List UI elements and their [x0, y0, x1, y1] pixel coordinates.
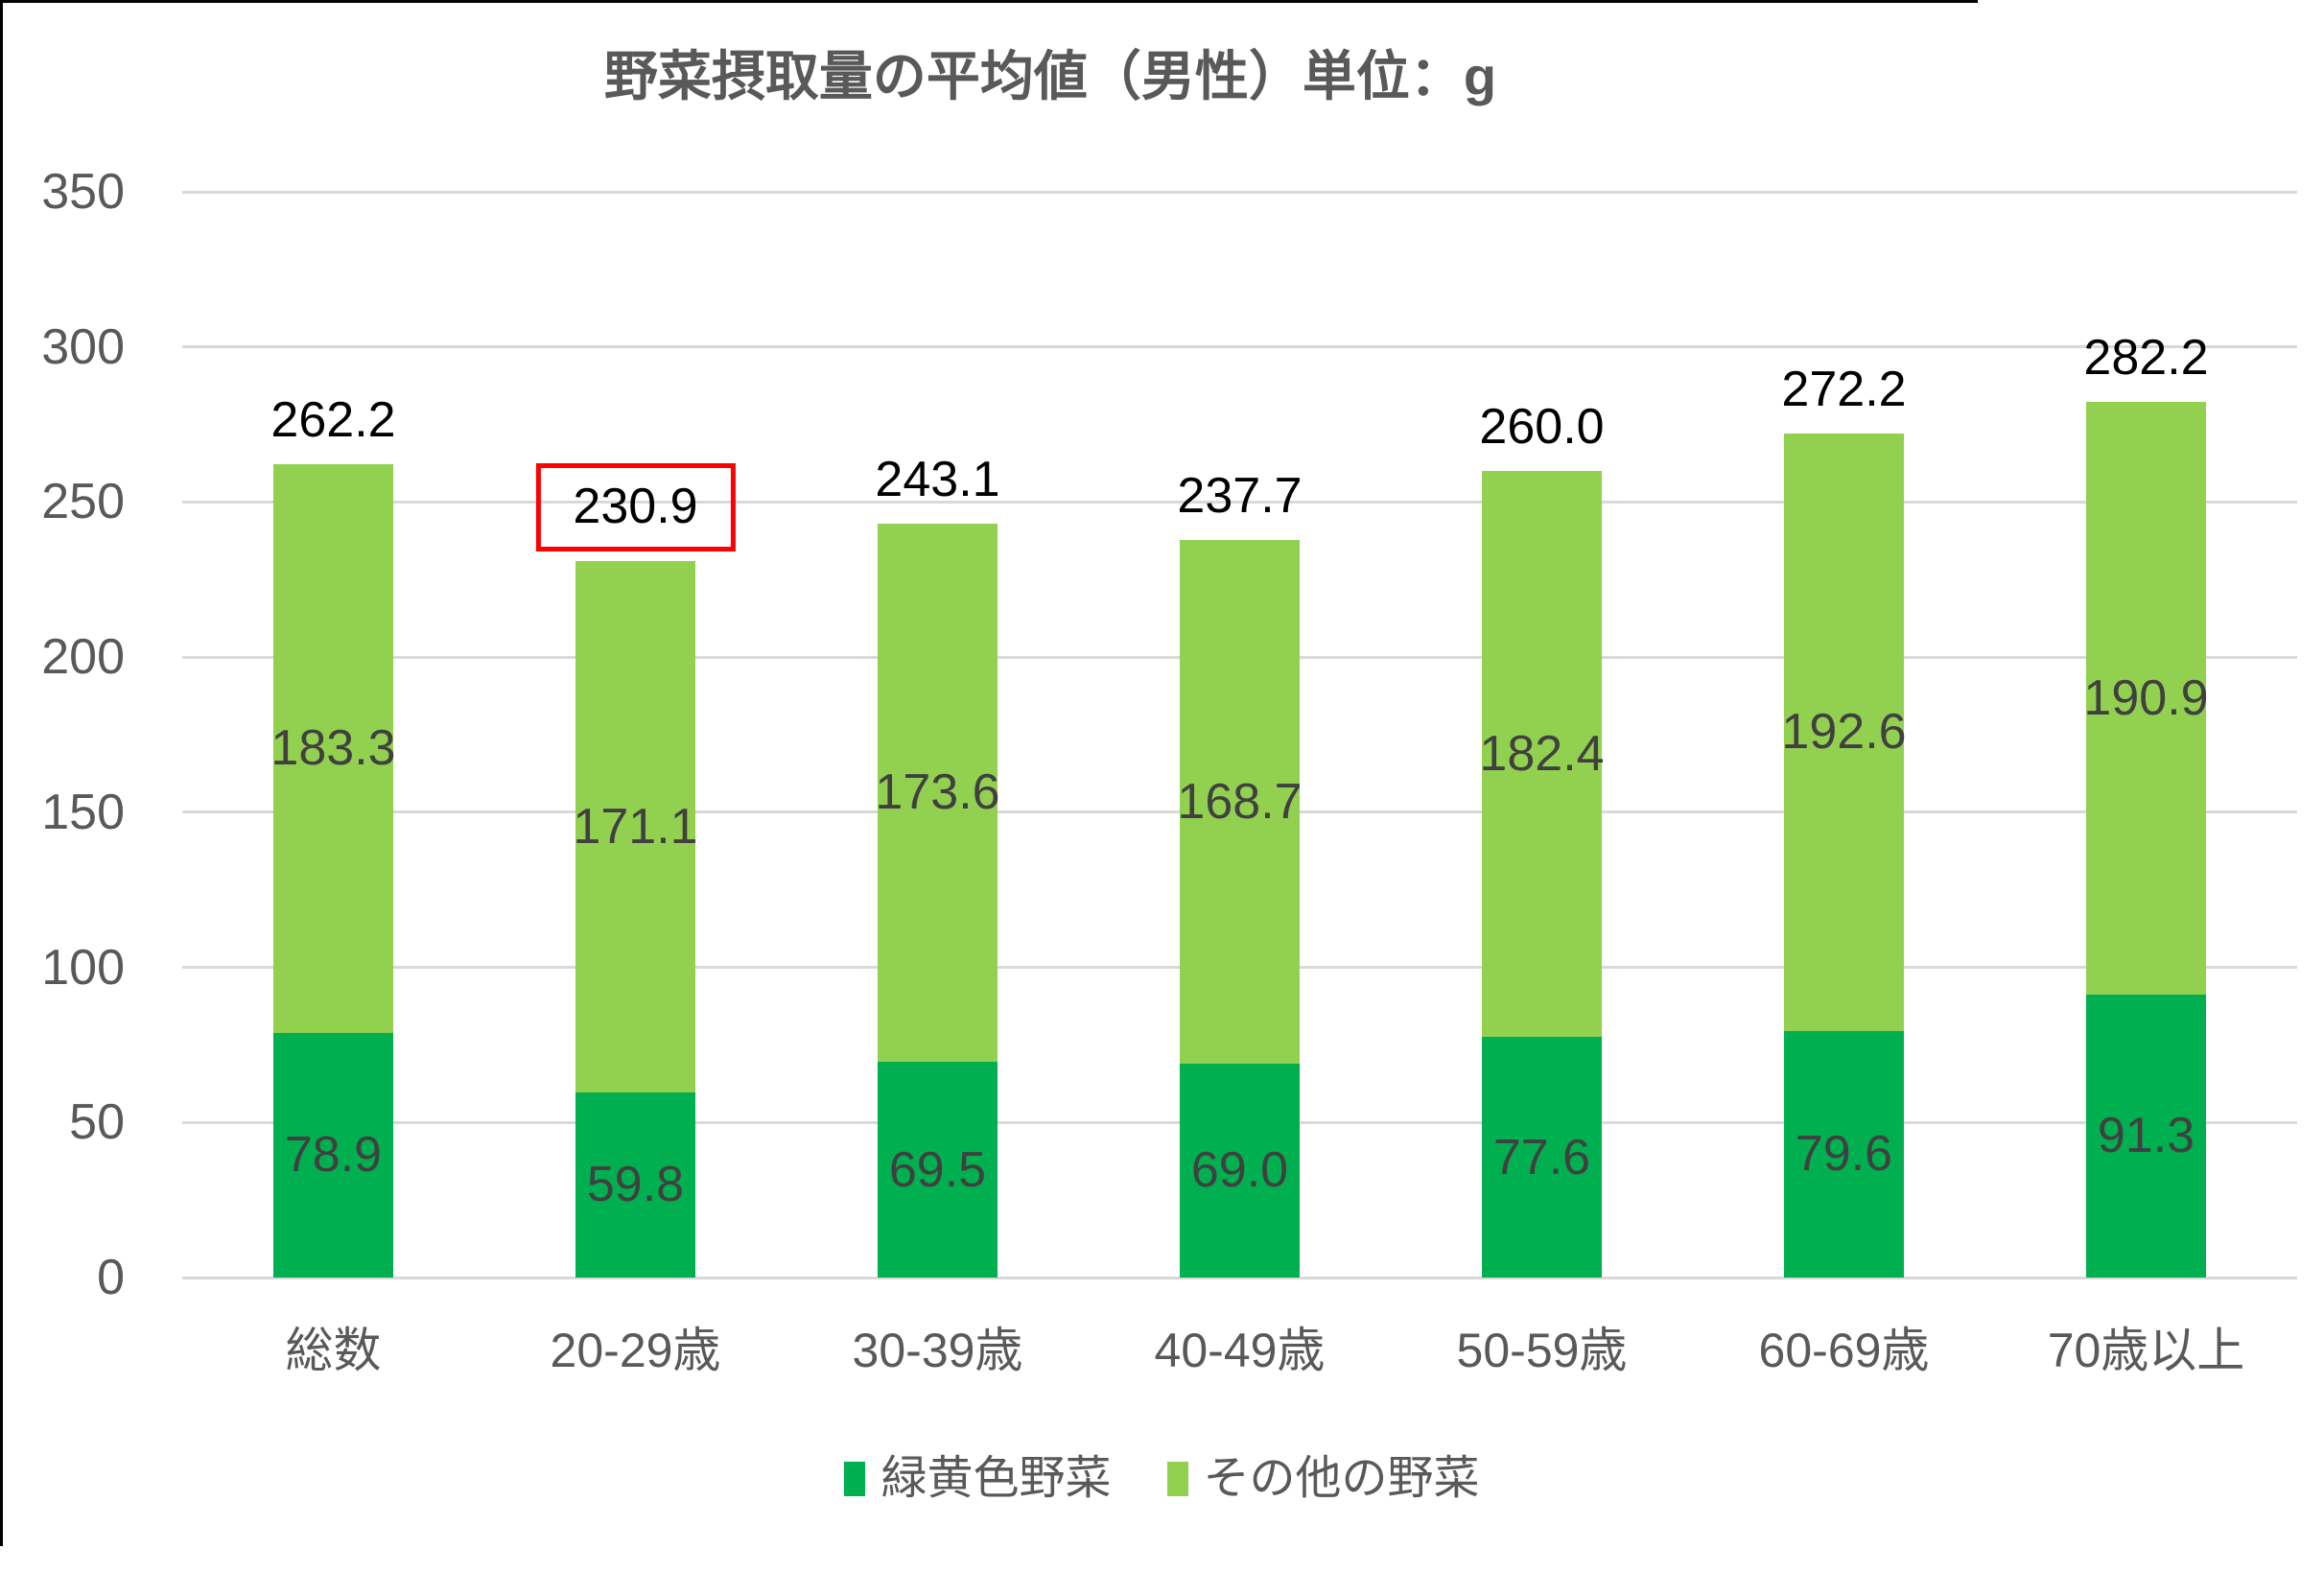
gridline	[182, 500, 2297, 504]
category-slot: 78.9 183.3 262.2	[182, 192, 484, 1278]
stacked-bar: 59.8 171.1 230.9	[535, 192, 736, 1278]
bar-segment-green-yellow-veg	[878, 1062, 998, 1278]
stacked-bar: 78.9 183.3 262.2	[270, 192, 396, 1278]
total-value-label: 282.2	[2083, 330, 2209, 387]
category-slot: 91.3 190.9 282.2	[1995, 192, 2297, 1278]
total-value-label: 262.2	[270, 391, 396, 448]
legend-swatch-green-yellow-veg	[844, 1462, 866, 1497]
y-axis-tick-label: 50	[69, 1094, 125, 1151]
legend: 緑黄色野菜 その他の野菜	[0, 1453, 2324, 1505]
x-axis-tick-label: 70歳以上	[2047, 1324, 2245, 1377]
segment-value-label: 59.8	[586, 1157, 685, 1213]
category-slot: 59.8 171.1 230.9	[484, 192, 786, 1278]
bar-segment-other-veg	[2086, 402, 2206, 995]
bar-segment-other-veg	[878, 523, 998, 1063]
category-slot: 79.6 192.6 272.2	[1693, 192, 1995, 1278]
segment-value-label: 168.7	[1177, 774, 1303, 831]
bar-segment-other-veg	[1482, 471, 1602, 1038]
legend-item: その他の野菜	[1166, 1453, 1480, 1505]
category-slot: 77.6 182.4 260.0	[1391, 192, 1693, 1278]
x-axis-tick-label: 30-39歳	[852, 1324, 1023, 1377]
total-value-label: 272.2	[1781, 361, 1907, 417]
stacked-bar: 77.6 182.4 260.0	[1479, 192, 1605, 1278]
segment-value-label: 79.6	[1795, 1126, 1893, 1183]
x-axis-tick-label: 総数	[285, 1324, 382, 1377]
bar-segment-green-yellow-veg	[1784, 1030, 1904, 1278]
stacked-bar: 69.5 173.6 243.1	[875, 192, 1000, 1278]
gridline	[182, 345, 2297, 349]
total-value-label-highlighted: 230.9	[535, 463, 736, 552]
y-axis-tick-label: 0	[97, 1250, 125, 1305]
segment-value-label: 192.6	[1781, 704, 1907, 761]
gridline	[182, 190, 2297, 194]
y-axis-tick-label: 200	[41, 629, 125, 686]
segment-value-label: 190.9	[2083, 670, 2209, 726]
segment-value-label: 69.5	[888, 1141, 987, 1198]
x-axis: 総数 20-29歳 30-39歳 40-49歳 50-59歳 60-69歳 70歳以上	[182, 1316, 2297, 1385]
x-axis-tick-label: 60-69歳	[1758, 1324, 1930, 1377]
bar-segment-other-veg	[1180, 540, 1300, 1064]
total-value-label: 237.7	[1177, 468, 1303, 525]
legend-label: 緑黄色野菜	[880, 1453, 1112, 1504]
segment-value-label: 183.3	[270, 720, 396, 777]
segment-value-label: 77.6	[1492, 1129, 1591, 1185]
bar-segment-green-yellow-veg	[2086, 994, 2206, 1278]
y-axis-tick-label: 100	[41, 939, 125, 996]
bar-segment-green-yellow-veg	[1482, 1037, 1602, 1278]
bar-segment-green-yellow-veg	[1180, 1063, 1300, 1278]
y-axis-tick-label: 150	[41, 784, 125, 840]
category-slot: 69.5 173.6 243.1	[786, 192, 1089, 1278]
stacked-bar: 91.3 190.9 282.2	[2083, 192, 2209, 1278]
y-axis: 0 50 100 150 200 250 300 350	[0, 167, 125, 1302]
bar-segment-other-veg	[575, 561, 695, 1092]
screen-edge-line-top	[0, 0, 1978, 3]
x-axis-tick-label: 40-49歳	[1154, 1324, 1326, 1377]
chart-title: 野菜摂取量の平均値（男性）単位：g	[603, 46, 1497, 106]
legend-label: その他の野菜	[1203, 1453, 1480, 1504]
bar-segment-green-yellow-veg	[273, 1032, 393, 1278]
plot-area: 78.9 183.3 262.2 59.8 171.1 230.9 69.5 173.6 243…	[182, 190, 2297, 1279]
bar-segment-other-veg	[1784, 433, 1904, 1031]
total-value-label: 260.0	[1479, 399, 1605, 456]
x-axis-tick-label: 20-29歳	[550, 1324, 721, 1377]
segment-value-label: 182.4	[1479, 726, 1605, 783]
y-axis-tick-label: 350	[41, 164, 125, 220]
segment-value-label: 171.1	[573, 798, 698, 855]
bar-segment-green-yellow-veg	[575, 1091, 695, 1278]
x-axis-tick-label: 50-59歳	[1456, 1324, 1628, 1377]
legend-swatch-other-veg	[1166, 1462, 1188, 1497]
stacked-bar: 69.0 168.7 237.7	[1177, 192, 1303, 1278]
gridline	[182, 1276, 2297, 1279]
segment-value-label: 173.6	[875, 764, 1000, 821]
total-value-label: 243.1	[875, 451, 1000, 507]
stacked-bar: 79.6 192.6 272.2	[1781, 192, 1907, 1278]
segment-value-label: 69.0	[1190, 1142, 1289, 1199]
category-slot: 69.0 168.7 237.7	[1089, 192, 1391, 1278]
segment-value-label: 91.3	[2097, 1108, 2195, 1164]
screen-edge-line-left	[0, 0, 3, 1546]
legend-item: 緑黄色野菜	[844, 1453, 1112, 1505]
y-axis-tick-label: 250	[41, 474, 125, 530]
segment-value-label: 78.9	[284, 1127, 383, 1184]
bar-segment-other-veg	[273, 463, 393, 1033]
y-axis-tick-label: 300	[41, 318, 125, 375]
